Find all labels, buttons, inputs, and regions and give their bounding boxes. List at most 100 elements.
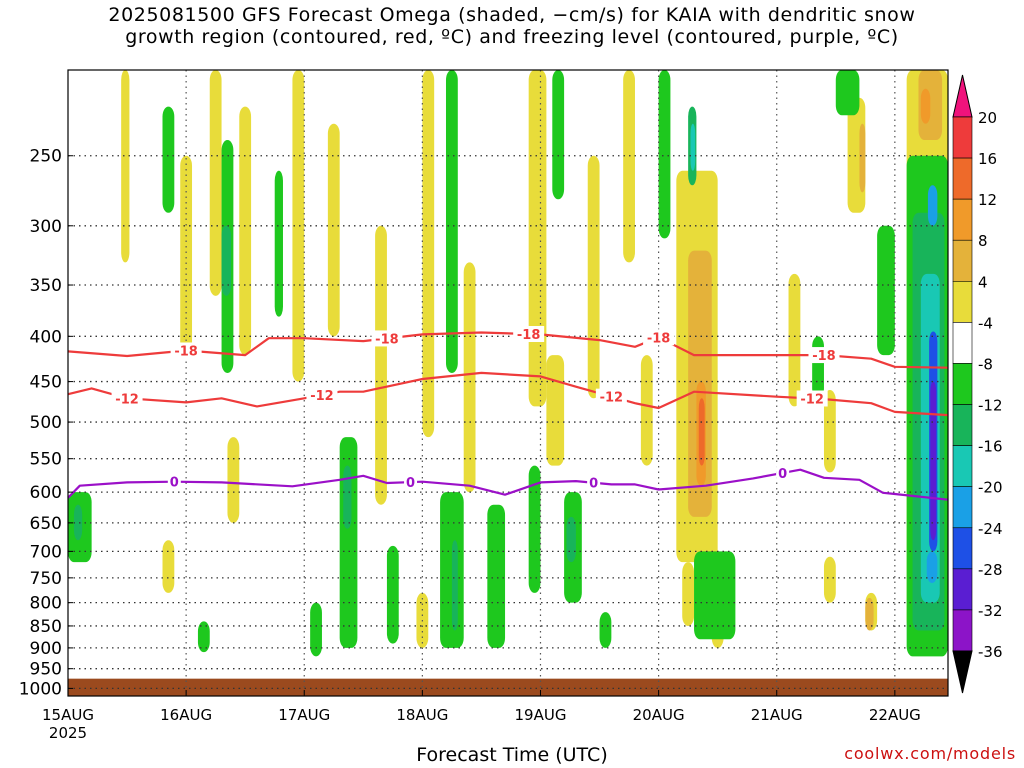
y-tick-label: 400 [30,327,62,347]
colorbar-label: 12 [978,191,997,209]
omega-region [788,273,801,407]
colorbar-segment [952,157,973,200]
contour-label-bg [404,474,418,491]
omega-region [197,621,210,653]
contour-line [67,468,949,501]
colorbar-label: -24 [978,520,1003,538]
omega-region [209,70,222,296]
terrain-fill [68,678,948,696]
omega-region [463,262,476,493]
contour-label-bg [371,330,403,347]
omega-region [445,70,458,373]
contour-label-bg [796,390,828,407]
contour-label-bg [776,464,790,481]
y-axis: 2503003504004505005506006507007508008509… [19,147,73,699]
omega-region [327,123,340,337]
omega-region [451,540,458,631]
credit-text: coolwx.com/models [844,744,1016,763]
contour-label: -12 [600,391,624,406]
contour-label-bg [306,387,338,404]
omega-region [640,355,653,466]
omega-region [930,381,937,541]
colorbar-label: -12 [978,397,1003,415]
omega-region [865,597,874,631]
y-tick-label: 550 [30,450,62,470]
omega-region [73,504,83,541]
contour-label: -18 [375,332,399,347]
y-tick-label: 300 [30,217,62,237]
contour-label: -12 [115,392,139,407]
colorbar-segment [952,609,973,652]
chart-title: 2025081500 GFS Forecast Omega (shaded, −… [0,4,1024,48]
colorbar-label: 8 [978,232,988,250]
omega-region [823,390,836,473]
contour-label: -18 [174,344,198,359]
colorbar-segment [952,404,973,446]
colorbar-label: 20 [978,109,997,127]
x-tick-label: 16AUG [160,706,212,724]
y-tick-label: 950 [30,660,62,680]
omega-region [546,355,565,466]
colorbar-segment [952,116,973,159]
omega-region [877,225,895,356]
contour-label-bg [595,388,627,405]
contour-label: -12 [310,389,334,404]
temperature-contours: -18 -18 -18 -18 -18 -12 -12 -12 -12 0 0 0 0 [67,326,949,501]
colorbar-label: -32 [978,602,1003,620]
x-tick-label: 21AUG [751,706,803,724]
colorbar-segment [952,486,973,529]
colorbar-top-triangle [952,74,973,118]
colorbar-label: -8 [978,355,993,373]
terrain-band [68,678,948,696]
grid-lines [68,70,948,696]
x-tick-label: 15AUG [42,706,94,724]
omega-region [566,516,576,563]
omega-region [528,70,547,407]
omega-region [812,336,824,399]
omega-region [859,123,866,193]
contour-label-bg [167,473,181,490]
y-tick-label: 250 [30,147,62,167]
omega-region [375,225,387,505]
contour-label: -18 [812,349,836,364]
omega-region [487,504,506,648]
contour-label-bg [111,390,143,407]
chart-title-line-1: 2025081500 GFS Forecast Omega (shaded, −… [108,4,916,26]
x-axis-label: Forecast Time (UTC) [416,744,608,766]
x-tick-sublabel: 2025 [49,724,87,742]
omega-region [386,545,399,644]
omega-region [552,70,565,200]
colorbar-segment [952,239,973,282]
omega-region [698,398,705,466]
y-tick-label: 350 [30,276,62,296]
contour-label: 0 [170,476,179,491]
omega-region [927,185,938,226]
contour-label: 0 [589,477,598,492]
omega-region [823,556,836,603]
colorbar-segment [952,445,973,487]
omega-region [162,106,175,213]
omega-region [121,70,130,263]
y-tick-label: 700 [30,542,62,562]
chart-title-line-2: growth region (contoured, red, ºC) and f… [125,26,899,48]
y-tick-label: 1000 [19,679,62,699]
y-tick-label: 750 [30,569,62,589]
colorbar-label: -4 [978,314,993,332]
omega-region [658,70,671,239]
omega-region [682,562,695,626]
x-tick-label: 18AUG [396,706,448,724]
colorbar-label: -20 [978,479,1003,497]
omega-region [690,123,696,171]
omega-region [274,170,283,317]
omega-region [599,612,612,648]
colorbar: 20 16 12 8 4 -4 -8 -12 -16 -20 -24 -28 -32 -36 [952,74,1003,694]
colorbar-segment [952,568,973,611]
omega-shading [68,70,948,657]
omega-region [292,70,305,382]
contour-label-bg [513,326,545,343]
omega-region [920,88,931,124]
colorbar-segment [952,363,973,405]
omega-region [835,70,860,116]
contour-label-bg [808,347,840,364]
colorbar-label: 4 [978,273,988,291]
